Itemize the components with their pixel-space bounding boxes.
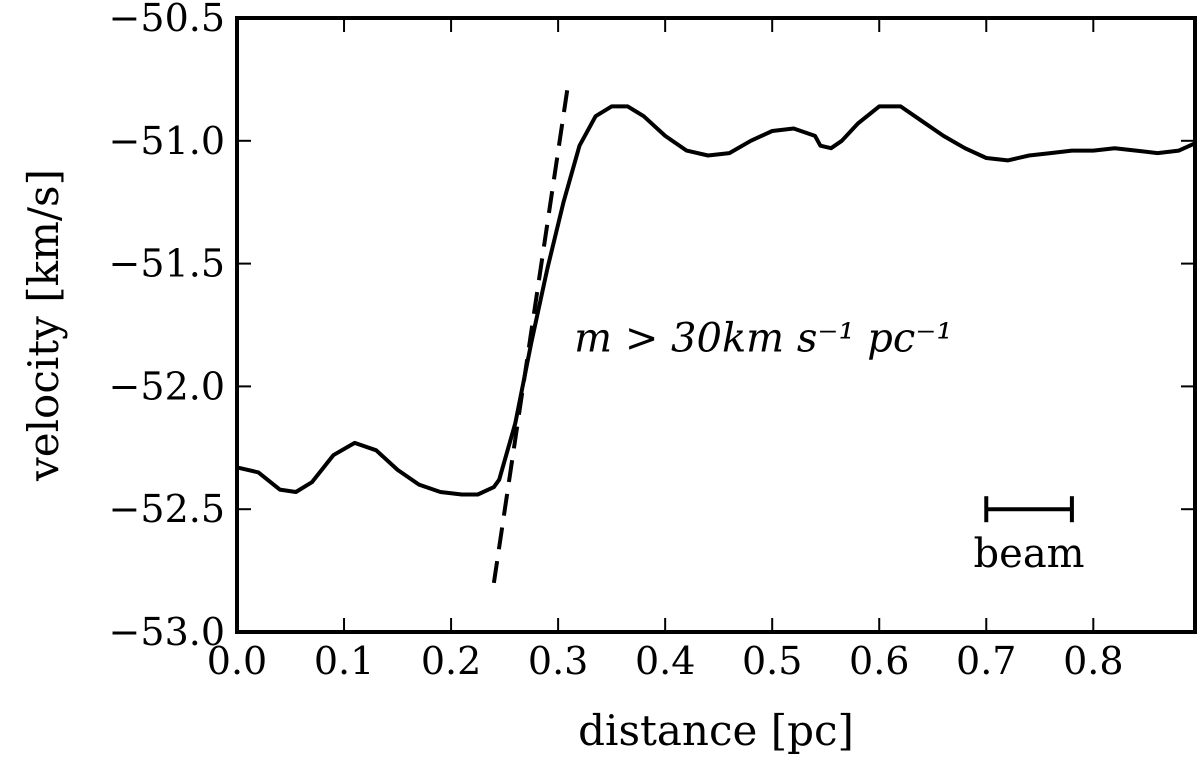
beam-marker: beam [974,496,1085,577]
x-tick-label: 0.1 [314,639,374,683]
x-tick-label: 0.6 [849,639,909,683]
ticks-layer: 0.0 0.1 0.2 0.3 0.4 0.5 0.6 0.7 0.8 −53.0 −52.5 −52… [109,0,1195,683]
x-tick-label: 0.2 [421,639,481,683]
x-tick-label: 0.0 [207,639,267,683]
y-tick-label: −53.0 [109,610,225,654]
x-tick-label: 0.8 [1063,639,1123,683]
x-axis-title: distance [pc] [578,706,854,755]
series-layer [236,79,1196,584]
y-axis-title: velocity [km/s] [19,169,68,482]
y-tick-label: −51.0 [109,119,225,163]
plot-frame [235,16,1197,634]
x-tick-label: 0.4 [635,639,695,683]
y-tick-label: −52.0 [109,364,225,408]
y-tick-label: −50.5 [109,0,225,40]
beam-label: beam [974,531,1085,577]
velocity-series-line [236,104,1196,497]
annotation-layer: m > 30km s⁻¹ pc⁻¹ [574,315,952,361]
slope-annotation: m > 30km s⁻¹ pc⁻¹ [574,315,952,361]
x-tick-label: 0.7 [956,639,1016,683]
x-tick-label: 0.3 [528,639,588,683]
y-tick-label: −51.5 [109,242,225,286]
slope-fit-line [491,79,571,584]
x-tick-label: 0.5 [742,639,802,683]
y-tick-label: −52.5 [109,487,225,531]
